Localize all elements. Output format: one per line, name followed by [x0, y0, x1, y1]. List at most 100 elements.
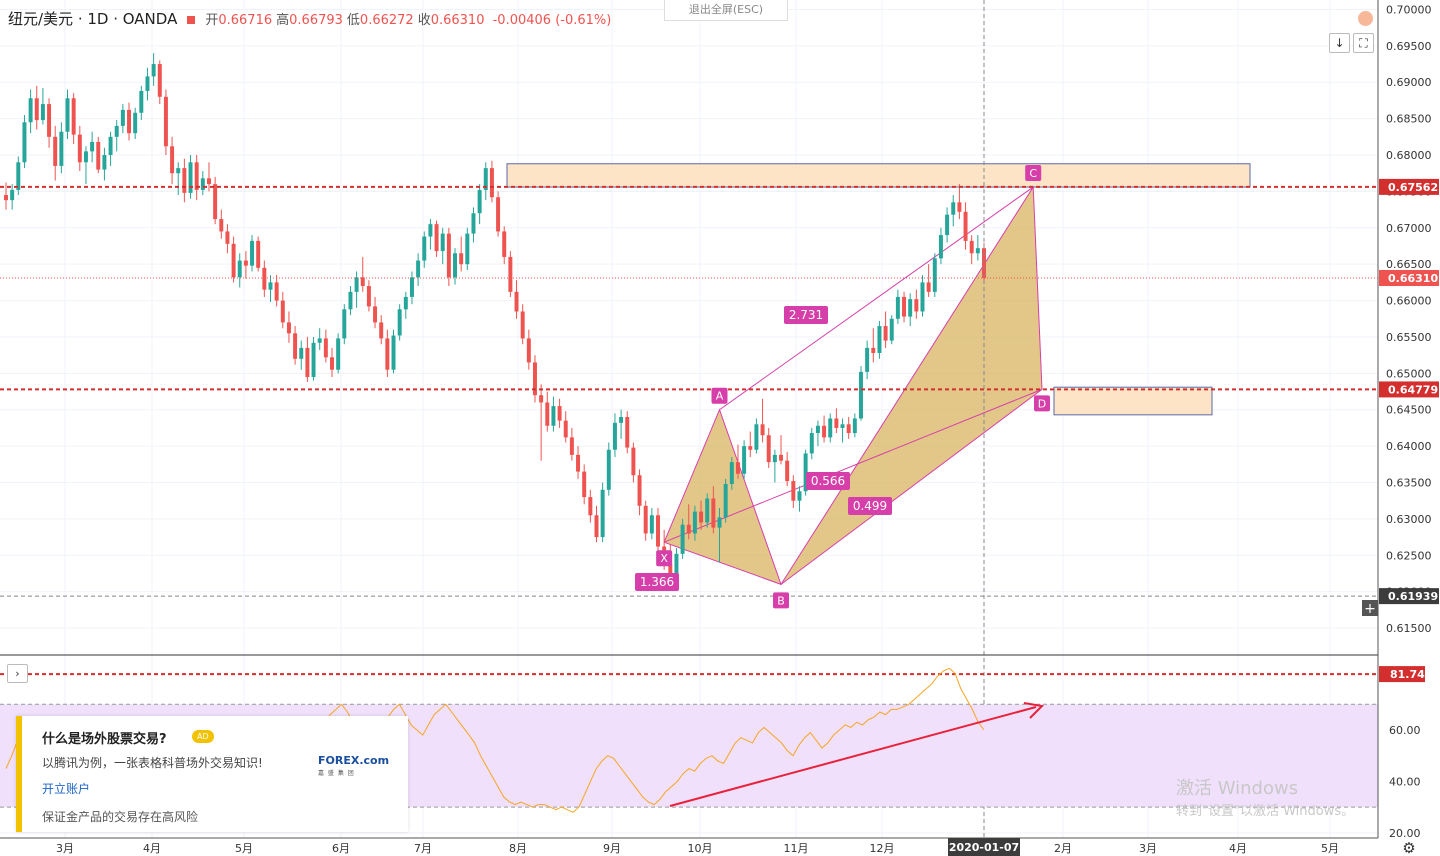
- candle-body: [625, 417, 630, 448]
- pattern-point-C-box: [1025, 165, 1042, 182]
- candle-body: [157, 64, 162, 97]
- time-tick-label: 9月: [603, 842, 621, 855]
- time-tick-label: 2020-01-07: [949, 841, 1019, 854]
- candle-body: [729, 462, 734, 484]
- alert-dot-icon[interactable]: [1358, 11, 1373, 26]
- candle-body: [920, 282, 925, 312]
- rsi-tick-label: 40.00: [1389, 775, 1421, 788]
- candle-body: [938, 235, 943, 259]
- pattern-point-B-label: B: [777, 594, 785, 607]
- candle-body: [846, 424, 851, 434]
- rsi-tick-label: 20.00: [1389, 827, 1421, 840]
- candle-body: [348, 291, 353, 310]
- candle-body: [323, 338, 328, 358]
- pattern-triangle-xab: [663, 408, 782, 586]
- ad-badge: AD: [192, 730, 214, 743]
- candle-body: [822, 425, 827, 438]
- pattern-point-A-box: [711, 387, 728, 404]
- candle-body: [22, 122, 27, 163]
- candle-body: [409, 277, 414, 297]
- high-value: 0.66793: [289, 13, 343, 28]
- candle-body: [440, 233, 445, 252]
- price-tag-label: 0.66310: [1388, 272, 1438, 285]
- candle-body: [77, 134, 82, 163]
- candle-body: [145, 76, 150, 91]
- symbol-title[interactable]: 纽元/美元 · 1D · OANDA: [8, 10, 178, 28]
- candle-body: [532, 362, 537, 396]
- candle-body: [194, 162, 199, 190]
- candle-body: [10, 189, 15, 201]
- candle-body: [508, 256, 513, 292]
- candle-body: [250, 240, 255, 266]
- candle-body: [496, 197, 501, 232]
- close-value: 0.66310: [430, 13, 485, 28]
- candle-body: [71, 98, 76, 135]
- price-tick-label: 0.64000: [1386, 440, 1432, 453]
- candle-body: [539, 395, 544, 403]
- candle-body: [127, 109, 132, 134]
- candle-body: [336, 338, 341, 370]
- exit-fullscreen-button[interactable]: 退出全屏(ESC): [664, 0, 788, 21]
- price-tag-label: 0.64779: [1388, 383, 1438, 396]
- candle-body: [428, 224, 433, 237]
- candle-body: [262, 267, 267, 290]
- candle-body: [815, 425, 820, 434]
- rsi-tick-label: 60.00: [1389, 724, 1421, 737]
- candle-body: [809, 433, 814, 454]
- candle-body: [785, 460, 790, 482]
- candle-body: [643, 505, 648, 534]
- candle-body: [520, 311, 525, 339]
- candle-body: [47, 104, 52, 137]
- candle-body: [465, 233, 470, 265]
- price-tick-label: 0.67000: [1386, 222, 1432, 235]
- candle-body: [108, 136, 113, 156]
- close-label: 收: [417, 13, 431, 28]
- pattern-point-A-label: A: [716, 390, 724, 403]
- candle-body: [483, 168, 488, 190]
- candle-body: [453, 253, 458, 278]
- candle-body: [151, 64, 156, 77]
- candle-body: [674, 553, 679, 581]
- fullscreen-icon[interactable]: ⛶: [1353, 33, 1374, 53]
- forex-logo-subtitle: 嘉 盛 集 团: [318, 770, 355, 777]
- ad-description: 以腾讯为例，一张表格科普场外交易知识!: [42, 756, 263, 770]
- candle-body: [748, 446, 753, 450]
- candle-body: [213, 184, 218, 220]
- candle-body: [256, 240, 261, 268]
- candle-body: [834, 418, 839, 428]
- candle-body: [975, 248, 980, 254]
- candle-body: [373, 306, 378, 323]
- low-label: 低: [346, 13, 360, 28]
- price-tick-label: 0.64500: [1386, 404, 1432, 417]
- ad-title[interactable]: 什么是场外股票交易?: [42, 732, 167, 747]
- candle-body: [416, 260, 421, 278]
- time-tick-label: 8月: [509, 842, 527, 855]
- settings-gear-icon[interactable]: ⚙: [1402, 839, 1415, 856]
- price-tick-label: 0.61500: [1386, 622, 1432, 635]
- candle-body: [299, 347, 304, 359]
- change-value: -0.00406 (-0.61%): [492, 13, 612, 28]
- candle-body: [914, 299, 919, 312]
- open-account-link[interactable]: 开立账户: [42, 782, 91, 796]
- crosshair-plus-button[interactable]: [1362, 600, 1378, 616]
- candle-body: [206, 178, 211, 185]
- pattern-ratio-label: 0.566: [811, 474, 845, 488]
- candle-body: [982, 248, 986, 279]
- time-tick-label: 6月: [332, 842, 350, 855]
- candle-body: [582, 471, 587, 498]
- candle-body: [28, 98, 33, 123]
- collapse-pane-icon[interactable]: ›: [7, 664, 28, 683]
- candle-body: [551, 406, 556, 426]
- candle-body: [330, 357, 334, 370]
- candle-body: [600, 489, 605, 538]
- time-tick-label: 7月: [414, 842, 432, 855]
- scroll-down-icon[interactable]: ↓: [1329, 33, 1350, 53]
- ad-card[interactable]: 什么是场外股票交易? AD 以腾讯为例，一张表格科普场外交易知识! 开立账户 保…: [16, 716, 408, 832]
- price-tag-box: [1379, 588, 1439, 605]
- candle-body: [877, 326, 882, 353]
- ad-accent-bar: [16, 716, 22, 832]
- supply-demand-zone: [506, 163, 1251, 188]
- candle-body: [791, 481, 796, 501]
- candle-body: [280, 300, 285, 323]
